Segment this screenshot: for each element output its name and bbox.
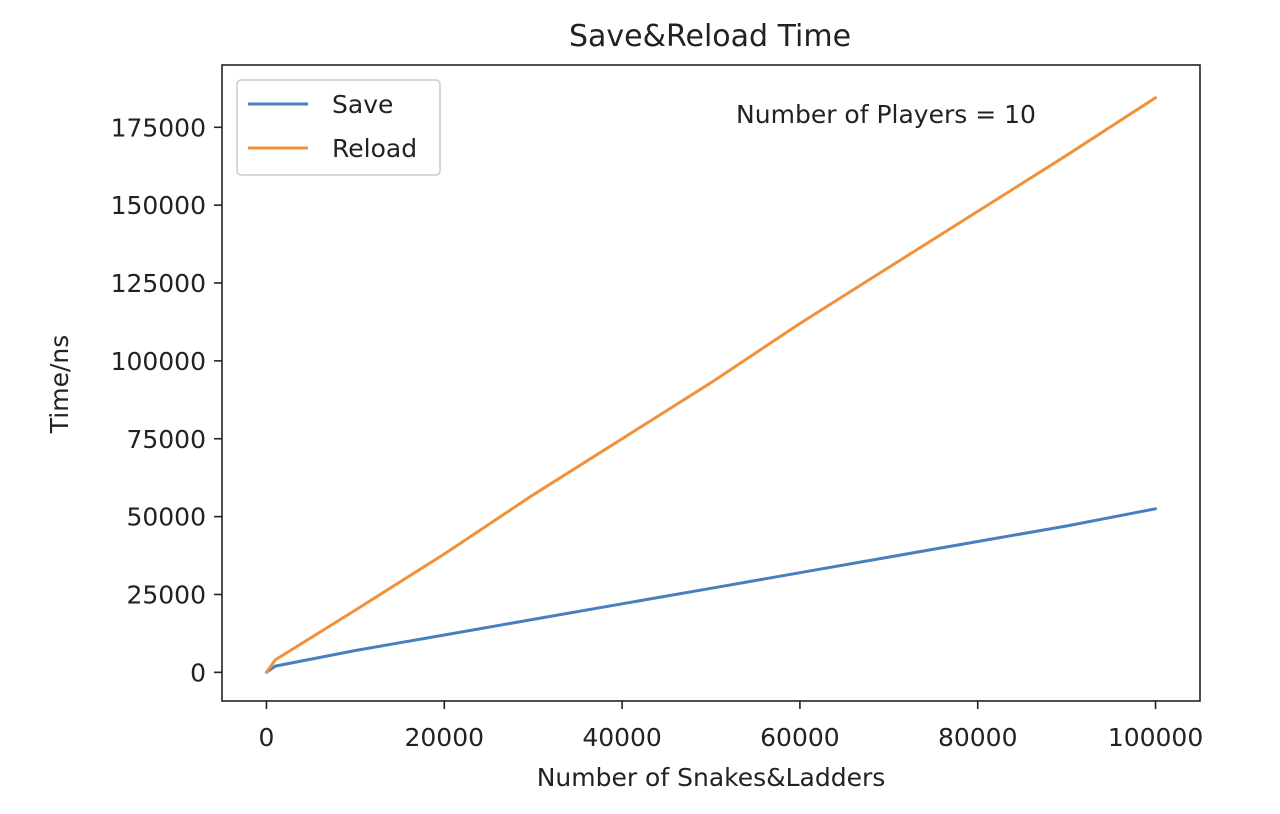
plot-frame xyxy=(221,64,1201,702)
y-tick-label: 175000 xyxy=(111,113,206,142)
y-tick-label: 25000 xyxy=(126,580,206,609)
legend-label-save: Save xyxy=(332,90,393,119)
x-tick-label: 40000 xyxy=(582,723,662,752)
y-tick-label: 0 xyxy=(190,658,206,687)
x-axis-title: Number of Snakes&Ladders xyxy=(537,763,886,792)
series-line-save xyxy=(265,507,1157,674)
y-tick-label: 100000 xyxy=(111,347,206,376)
y-axis-title: Time/ns xyxy=(45,335,74,434)
y-tick-label: 125000 xyxy=(111,269,206,298)
x-tick-label: 20000 xyxy=(405,723,485,752)
x-tick-label: 60000 xyxy=(760,723,840,752)
y-axis: 0 25000 50000 75000 100000 125000 150000 175000 xyxy=(111,113,222,687)
x-axis: 0 20000 40000 60000 80000 100000 xyxy=(259,701,1203,752)
chart-title: Save&Reload Time xyxy=(569,19,851,54)
players-annotation: Number of Players = 10 xyxy=(736,100,1036,129)
y-tick-label: 150000 xyxy=(111,191,206,220)
legend-label-reload: Reload xyxy=(332,134,417,163)
x-tick-label: 80000 xyxy=(938,723,1018,752)
series-line-reload xyxy=(265,96,1157,674)
y-tick-label: 75000 xyxy=(126,425,206,454)
x-tick-label: 100000 xyxy=(1108,723,1203,752)
legend: Save Reload xyxy=(236,79,441,176)
y-tick-label: 50000 xyxy=(126,503,206,532)
x-tick-label: 0 xyxy=(259,723,275,752)
series-layer xyxy=(265,96,1157,674)
